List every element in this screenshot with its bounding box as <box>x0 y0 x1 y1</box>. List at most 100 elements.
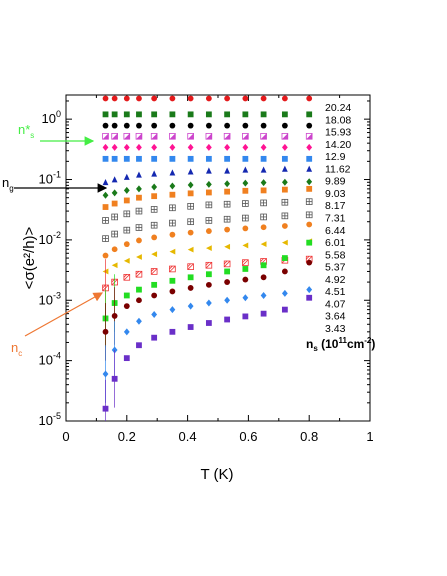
data-point-outline <box>123 132 131 140</box>
data-point <box>123 111 130 118</box>
data-point <box>151 311 158 319</box>
series-9.89 <box>102 165 313 186</box>
series-14.20 <box>102 132 313 140</box>
data-point <box>136 317 142 325</box>
series-4.07 <box>102 286 313 403</box>
data-point <box>123 303 130 310</box>
data-point <box>281 268 288 275</box>
data-point <box>111 189 118 197</box>
legend-title-close: ) <box>371 337 375 351</box>
data-point-outline <box>281 132 289 140</box>
data-point <box>260 111 267 118</box>
data-point <box>102 405 109 412</box>
data-point <box>102 111 109 118</box>
data-point-hatch <box>242 259 246 263</box>
data-point <box>187 324 194 330</box>
data-point <box>123 122 130 129</box>
series-7.31 <box>102 198 313 224</box>
data-point <box>169 288 176 295</box>
data-point <box>281 186 288 193</box>
data-point <box>224 143 231 151</box>
data-point <box>102 204 109 210</box>
density-label: 6.44 <box>325 225 346 237</box>
data-point-hatch <box>260 258 264 262</box>
density-label: 14.20 <box>325 139 351 151</box>
data-point <box>123 143 130 151</box>
data-point <box>224 226 231 233</box>
data-point-hatch <box>123 274 128 278</box>
density-label: 5.58 <box>325 249 346 261</box>
data-point <box>169 95 176 102</box>
data-point <box>281 165 288 172</box>
data-point-outline <box>260 132 267 140</box>
data-point <box>102 191 109 199</box>
data-point <box>169 328 176 335</box>
data-point <box>151 95 158 102</box>
data-point <box>151 334 158 341</box>
data-point <box>205 167 212 174</box>
data-point <box>111 262 118 269</box>
data-point <box>224 188 231 195</box>
data-point <box>123 292 130 299</box>
y-tick-exponent: -2 <box>53 230 61 240</box>
series-6.44 <box>102 211 313 242</box>
data-point <box>136 342 142 349</box>
data-point <box>281 239 288 246</box>
data-point <box>281 133 288 140</box>
annotation-nstar: n*s <box>18 122 95 146</box>
density-label: 4.07 <box>325 298 346 310</box>
data-point-hatch <box>102 284 106 289</box>
density-label: 3.64 <box>325 311 346 323</box>
data-point <box>102 143 109 151</box>
data-point <box>169 182 176 190</box>
density-label: 20.24 <box>325 102 351 114</box>
y-tick-label: 10-2 <box>39 230 61 247</box>
data-point <box>187 285 194 291</box>
svg-text:ng: ng <box>2 175 14 193</box>
density-label: 12.9 <box>325 151 346 163</box>
y-tick-base: 10 <box>42 111 56 126</box>
data-point <box>260 274 267 281</box>
data-point <box>306 178 313 186</box>
data-point <box>151 143 158 151</box>
series-20.24 <box>102 95 313 102</box>
data-point <box>205 143 212 151</box>
data-point <box>151 234 158 241</box>
data-point <box>242 95 249 102</box>
data-point <box>123 186 130 194</box>
data-point <box>306 143 313 151</box>
data-point <box>187 155 194 162</box>
data-point <box>187 143 194 151</box>
data-point <box>224 95 231 102</box>
data-point <box>111 111 118 118</box>
density-label: 9.03 <box>325 188 346 200</box>
density-label: 18.08 <box>325 114 351 126</box>
data-point <box>242 155 249 162</box>
data-point <box>306 239 313 246</box>
data-point <box>205 245 212 252</box>
data-point-outline <box>150 132 158 140</box>
data-point <box>187 274 194 281</box>
data-point <box>187 168 194 175</box>
data-point <box>281 155 288 162</box>
data-point-hatch <box>306 255 310 260</box>
data-point <box>151 122 158 129</box>
data-point <box>260 143 267 151</box>
data-point-hatch <box>187 263 191 267</box>
data-point <box>187 133 194 140</box>
series-8.17 <box>102 185 313 210</box>
y-tick-label: 10-5 <box>39 411 61 428</box>
density-label: 8.17 <box>325 200 346 212</box>
data-point <box>242 143 249 151</box>
data-point <box>242 225 249 232</box>
data-point <box>111 176 118 183</box>
data-point-hatch <box>135 271 140 275</box>
data-point-outline <box>305 132 313 140</box>
y-tick-label: 100 <box>42 109 61 126</box>
data-point <box>102 155 109 162</box>
data-point-outline <box>169 132 176 140</box>
y-tick-exponent: -4 <box>53 351 61 361</box>
data-point <box>242 166 249 173</box>
data-point <box>260 133 267 140</box>
data-point <box>260 241 267 248</box>
